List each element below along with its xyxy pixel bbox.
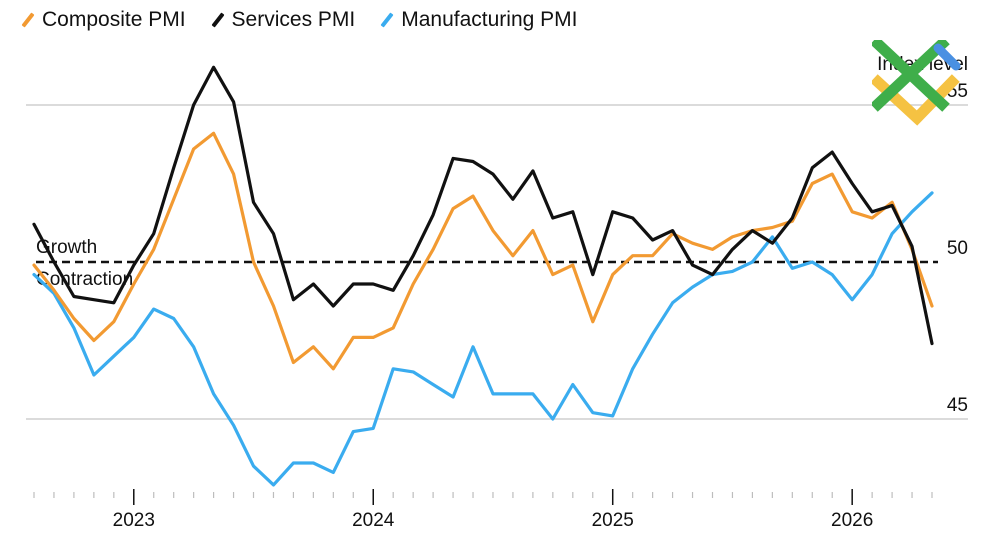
y-tick-label-45: 45 <box>947 395 968 416</box>
x-tick-label-2026: 2026 <box>831 510 873 531</box>
growth-label: Growth <box>36 237 97 258</box>
series-line-composite-pmi[interactable] <box>32 131 934 371</box>
chart-legend: Composite PMI Services PMI Manufacturing… <box>21 6 578 34</box>
x-axis: 2023 2024 2025 2026 <box>33 489 933 531</box>
series-line-services-pmi[interactable] <box>32 65 934 346</box>
y-tick-label-50: 50 <box>947 238 968 259</box>
legend-item-manufacturing[interactable]: Manufacturing PMI <box>380 8 578 32</box>
series-line-manufacturing-pmi[interactable] <box>32 191 934 487</box>
series-lines <box>32 65 934 487</box>
x-tick-label-2024: 2024 <box>352 510 395 531</box>
x-tick-label-2023: 2023 <box>113 510 155 531</box>
legend-label-manufacturing: Manufacturing PMI <box>401 8 578 31</box>
legend-label-services: Services PMI <box>231 8 356 31</box>
legend-item-services[interactable]: Services PMI <box>211 8 356 32</box>
legend-item-composite[interactable]: Composite PMI <box>21 8 186 32</box>
legend-label-composite: Composite PMI <box>42 8 186 31</box>
gridlines <box>26 104 968 420</box>
watermark-logo-icon <box>872 40 961 126</box>
x-tick-label-2025: 2025 <box>592 510 634 531</box>
